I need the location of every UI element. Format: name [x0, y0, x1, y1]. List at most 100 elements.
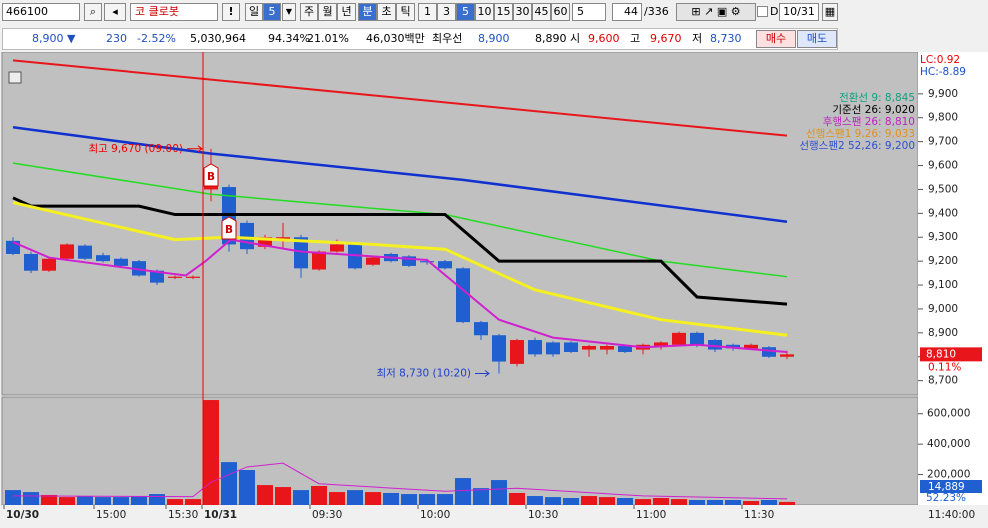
minute-button[interactable]: 30: [513, 3, 532, 21]
minute-button[interactable]: 10: [475, 3, 494, 21]
y-tick-label: 9,100: [928, 279, 958, 291]
volume-bar: [473, 488, 489, 505]
indicator-line: [12, 59, 788, 137]
volume: 5,030,964: [190, 32, 246, 45]
period-button[interactable]: 일: [245, 3, 263, 21]
volume-bar: [113, 497, 129, 505]
unit-button[interactable]: 주: [300, 3, 318, 21]
buy-button[interactable]: 매수: [756, 30, 796, 48]
tool-icons[interactable]: ⊞ ↗ ▣ ⚙: [676, 3, 756, 21]
alert-button[interactable]: !: [222, 3, 240, 21]
candle-body: [564, 342, 578, 352]
x-tick-label: 15:00: [96, 509, 126, 521]
y-tick-label: 9,000: [928, 303, 958, 315]
open-label: 시: [570, 32, 581, 45]
period-count[interactable]: 5: [263, 3, 281, 21]
info-bg: [2, 28, 838, 50]
volume-bar: [455, 478, 471, 505]
date-input[interactable]: 10/31: [779, 3, 819, 21]
volume-bar: [527, 496, 543, 505]
volume-bar: [185, 499, 201, 505]
x-tick-label: 10/31: [204, 509, 237, 521]
minute-button[interactable]: 1: [418, 3, 437, 21]
candle-body: [600, 346, 614, 350]
y-tick-label: 9,400: [928, 207, 958, 219]
y-tick-label: 9,800: [928, 112, 958, 124]
unit-button[interactable]: 초: [377, 3, 396, 21]
unit-button[interactable]: 틱: [396, 3, 415, 21]
x-tick-label: 09:30: [312, 509, 342, 521]
calendar-icon[interactable]: ▦: [822, 3, 838, 21]
price: 8,900 ▼: [32, 32, 76, 45]
candle-body: [132, 261, 146, 276]
volume-bar: [41, 494, 57, 505]
checkbox[interactable]: [757, 6, 768, 17]
volume-bar: [131, 496, 147, 505]
volume-bar: [725, 499, 741, 505]
dropdown[interactable]: ▼: [282, 3, 296, 21]
volume-bar: [203, 400, 219, 505]
volume-tick-label: 600,000: [927, 408, 970, 420]
sell-button[interactable]: 매도: [797, 30, 837, 48]
interval-input[interactable]: 5: [572, 3, 606, 21]
pane-icon: [8, 71, 22, 84]
volume-bar: [743, 501, 759, 505]
low: 8,730: [710, 32, 742, 45]
candle-body: [474, 322, 488, 336]
minute-button[interactable]: 45: [532, 3, 551, 21]
low-label: 저: [692, 32, 703, 45]
volume-bar: [671, 499, 687, 505]
y-tick-label: 9,300: [928, 231, 958, 243]
volume-bar: [563, 498, 579, 505]
code-input[interactable]: 466100: [2, 3, 80, 21]
candle-body: [780, 354, 794, 357]
last-change-label: 0.11%: [928, 361, 961, 373]
volume-bar: [689, 499, 705, 505]
unit-button[interactable]: 월: [318, 3, 337, 21]
volume-bar: [329, 492, 345, 505]
candle-body: [78, 245, 92, 259]
x-axis-bg: [2, 505, 988, 528]
unit-button[interactable]: 분: [358, 3, 377, 21]
minute-button[interactable]: 3: [437, 3, 456, 21]
candle-body: [150, 270, 164, 283]
volume-bar: [707, 499, 723, 505]
page-input[interactable]: 44: [612, 3, 642, 21]
volume-bar: [5, 490, 21, 505]
name-input[interactable]: 코 클로봇: [130, 3, 218, 21]
high: 9,670: [650, 32, 682, 45]
volume-bar: [761, 499, 777, 505]
volume-bar: [275, 487, 291, 505]
candle-body: [312, 251, 326, 270]
volume-bar: [545, 497, 561, 505]
candle-body: [42, 258, 56, 271]
sound-icon[interactable]: ◂: [104, 3, 126, 21]
legend-entry: 기준선 26: 9,020: [832, 104, 915, 116]
candle-body: [582, 346, 596, 350]
minute-button[interactable]: 60: [551, 3, 570, 21]
volume-bar: [167, 499, 183, 505]
last-price-box: [920, 347, 982, 362]
minute-button[interactable]: 15: [494, 3, 513, 21]
volume-bar: [59, 497, 75, 505]
unit-button[interactable]: 년: [337, 3, 356, 21]
candle-body: [348, 244, 362, 269]
candle-body: [528, 340, 542, 355]
volume-bar: [635, 499, 651, 505]
volume-bar: [95, 497, 111, 505]
candle-body: [420, 261, 434, 263]
volume-bar: [23, 492, 39, 505]
volume-bar: [77, 496, 93, 505]
y-tick-label: 9,900: [928, 88, 958, 100]
x-tick-label: 11:30: [744, 509, 774, 521]
minute-button[interactable]: 5: [456, 3, 475, 21]
volume-bar: [365, 492, 381, 505]
page-total: /336: [644, 5, 669, 18]
candle-body: [654, 342, 668, 346]
search-icon[interactable]: ⌕: [84, 3, 102, 21]
indicator-line: [12, 196, 788, 306]
high-label: 고: [630, 32, 641, 45]
bid: 8,890: [535, 32, 567, 45]
axis-bg: [918, 52, 988, 505]
candle-body: [546, 342, 560, 355]
